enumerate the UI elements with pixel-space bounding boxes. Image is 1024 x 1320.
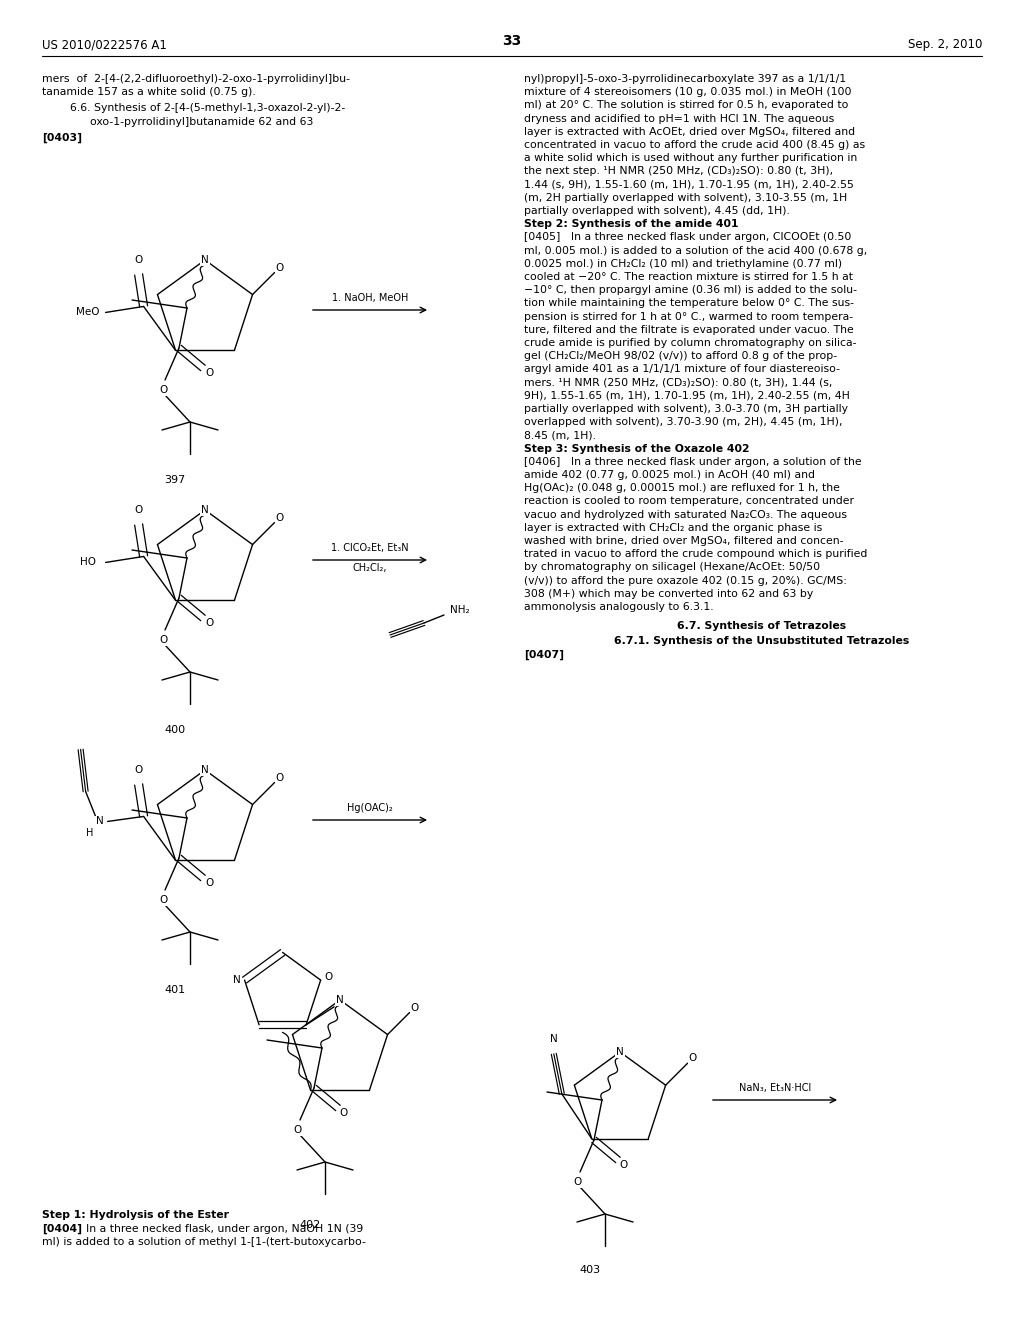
- Text: trated in vacuo to afford the crude compound which is purified: trated in vacuo to afford the crude comp…: [524, 549, 867, 560]
- Text: 397: 397: [165, 475, 185, 484]
- Text: N: N: [201, 766, 209, 775]
- Text: H: H: [86, 829, 93, 838]
- Text: NH₂: NH₂: [451, 605, 470, 615]
- Text: overlapped with solvent), 3.70-3.90 (m, 2H), 4.45 (m, 1H),: overlapped with solvent), 3.70-3.90 (m, …: [524, 417, 843, 428]
- Text: gel (CH₂Cl₂/MeOH 98/02 (v/v)) to afford 0.8 g of the prop-: gel (CH₂Cl₂/MeOH 98/02 (v/v)) to afford …: [524, 351, 838, 362]
- Text: nyl)propyl]-5-oxo-3-pyrrolidinecarboxylate 397 as a 1/1/1/1: nyl)propyl]-5-oxo-3-pyrrolidinecarboxyla…: [524, 74, 846, 84]
- Text: amide 402 (0.77 g, 0.0025 mol.) in AcOH (40 ml) and: amide 402 (0.77 g, 0.0025 mol.) in AcOH …: [524, 470, 815, 480]
- Text: N: N: [201, 255, 209, 265]
- Text: cooled at −20° C. The reaction mixture is stirred for 1.5 h at: cooled at −20° C. The reaction mixture i…: [524, 272, 853, 282]
- Text: O: O: [159, 635, 167, 645]
- Text: 402: 402: [299, 1220, 321, 1230]
- Text: argyl amide 401 as a 1/1/1/1 mixture of four diastereoiso-: argyl amide 401 as a 1/1/1/1 mixture of …: [524, 364, 840, 375]
- Text: tanamide 157 as a white solid (0.75 g).: tanamide 157 as a white solid (0.75 g).: [42, 87, 256, 98]
- Text: O: O: [688, 1053, 696, 1063]
- Text: tion while maintaining the temperature below 0° C. The sus-: tion while maintaining the temperature b…: [524, 298, 854, 309]
- Text: O: O: [159, 385, 167, 395]
- Text: O: O: [325, 972, 333, 982]
- Text: O: O: [134, 256, 142, 265]
- Text: [0404]: [0404]: [42, 1224, 82, 1234]
- Text: O: O: [340, 1107, 348, 1118]
- Text: oxo-1-pyrrolidinyl]butanamide 62 and 63: oxo-1-pyrrolidinyl]butanamide 62 and 63: [90, 116, 313, 127]
- Text: N: N: [550, 1034, 558, 1044]
- Text: layer is extracted with CH₂Cl₂ and the organic phase is: layer is extracted with CH₂Cl₂ and the o…: [524, 523, 822, 533]
- Text: N: N: [232, 975, 241, 985]
- Text: [0403]: [0403]: [42, 133, 82, 143]
- Text: 403: 403: [580, 1265, 600, 1275]
- Text: 33: 33: [503, 34, 521, 48]
- Text: HO: HO: [80, 557, 95, 568]
- Text: ammonolysis analogously to 6.3.1.: ammonolysis analogously to 6.3.1.: [524, 602, 714, 612]
- Text: ture, filtered and the filtrate is evaporated under vacuo. The: ture, filtered and the filtrate is evapo…: [524, 325, 854, 335]
- Text: Hg(OAC)₂: Hg(OAC)₂: [347, 803, 393, 813]
- Text: concentrated in vacuo to afford the crude acid 400 (8.45 g) as: concentrated in vacuo to afford the crud…: [524, 140, 865, 150]
- Text: 6.7. Synthesis of Tetrazoles: 6.7. Synthesis of Tetrazoles: [678, 622, 847, 631]
- Text: 400: 400: [165, 725, 185, 735]
- Text: vacuo and hydrolyzed with saturated Na₂CO₃. The aqueous: vacuo and hydrolyzed with saturated Na₂C…: [524, 510, 847, 520]
- Text: a white solid which is used without any further purification in: a white solid which is used without any …: [524, 153, 857, 164]
- Text: Hg(OAc)₂ (0.048 g, 0.00015 mol.) are refluxed for 1 h, the: Hg(OAc)₂ (0.048 g, 0.00015 mol.) are ref…: [524, 483, 840, 494]
- Text: O: O: [275, 772, 284, 783]
- Text: 1.44 (s, 9H), 1.55-1.60 (m, 1H), 1.70-1.95 (m, 1H), 2.40-2.55: 1.44 (s, 9H), 1.55-1.60 (m, 1H), 1.70-1.…: [524, 180, 854, 190]
- Text: O: O: [134, 766, 142, 775]
- Text: pension is stirred for 1 h at 0° C., warmed to room tempera-: pension is stirred for 1 h at 0° C., war…: [524, 312, 853, 322]
- Text: O: O: [159, 895, 167, 906]
- Text: 9H), 1.55-1.65 (m, 1H), 1.70-1.95 (m, 1H), 2.40-2.55 (m, 4H: 9H), 1.55-1.65 (m, 1H), 1.70-1.95 (m, 1H…: [524, 391, 850, 401]
- Text: O: O: [134, 506, 142, 515]
- Text: O: O: [294, 1125, 302, 1135]
- Text: O: O: [620, 1160, 628, 1170]
- Text: dryness and acidified to pH=1 with HCl 1N. The aqueous: dryness and acidified to pH=1 with HCl 1…: [524, 114, 835, 124]
- Text: [0406]   In a three necked flask under argon, a solution of the: [0406] In a three necked flask under arg…: [524, 457, 861, 467]
- Text: N: N: [616, 1047, 624, 1057]
- Text: NaN₃, Et₃N·HCl: NaN₃, Et₃N·HCl: [739, 1082, 811, 1093]
- Text: 0.0025 mol.) in CH₂Cl₂ (10 ml) and triethylamine (0.77 ml): 0.0025 mol.) in CH₂Cl₂ (10 ml) and triet…: [524, 259, 842, 269]
- Text: O: O: [275, 512, 284, 523]
- Text: N: N: [336, 995, 344, 1005]
- Text: N: N: [201, 506, 209, 515]
- Text: 308 (M+) which may be converted into 62 and 63 by: 308 (M+) which may be converted into 62 …: [524, 589, 813, 599]
- Text: mixture of 4 stereoisomers (10 g, 0.035 mol.) in MeOH (100: mixture of 4 stereoisomers (10 g, 0.035 …: [524, 87, 852, 98]
- Text: −10° C, then propargyl amine (0.36 ml) is added to the solu-: −10° C, then propargyl amine (0.36 ml) i…: [524, 285, 857, 296]
- Text: O: O: [205, 618, 213, 628]
- Text: 401: 401: [165, 985, 185, 995]
- Text: US 2010/0222576 A1: US 2010/0222576 A1: [42, 38, 167, 51]
- Text: mers  of  2-[4-(2,2-difluoroethyl)-2-oxo-1-pyrrolidinyl]bu-: mers of 2-[4-(2,2-difluoroethyl)-2-oxo-1…: [42, 74, 350, 84]
- Text: partially overlapped with solvent), 4.45 (dd, 1H).: partially overlapped with solvent), 4.45…: [524, 206, 790, 216]
- Text: mers. ¹H NMR (250 MHz, (CD₃)₂SO): 0.80 (t, 3H), 1.44 (s,: mers. ¹H NMR (250 MHz, (CD₃)₂SO): 0.80 (…: [524, 378, 833, 388]
- Text: N: N: [95, 817, 103, 826]
- Text: O: O: [205, 368, 213, 378]
- Text: ml) is added to a solution of methyl 1-[1-(tert-butoxycarbo-: ml) is added to a solution of methyl 1-[…: [42, 1237, 366, 1247]
- Text: MeO: MeO: [76, 308, 99, 317]
- Text: Step 3: Synthesis of the Oxazole 402: Step 3: Synthesis of the Oxazole 402: [524, 444, 750, 454]
- Text: O: O: [275, 263, 284, 272]
- Text: ml, 0.005 mol.) is added to a solution of the acid 400 (0.678 g,: ml, 0.005 mol.) is added to a solution o…: [524, 246, 867, 256]
- Text: O: O: [411, 1003, 419, 1012]
- Text: CH₂Cl₂,: CH₂Cl₂,: [352, 564, 387, 573]
- Text: ml) at 20° C. The solution is stirred for 0.5 h, evaporated to: ml) at 20° C. The solution is stirred fo…: [524, 100, 848, 111]
- Text: crude amide is purified by column chromatography on silica-: crude amide is purified by column chroma…: [524, 338, 856, 348]
- Text: 6.6. Synthesis of 2-[4-(5-methyl-1,3-oxazol-2-yl)-2-: 6.6. Synthesis of 2-[4-(5-methyl-1,3-oxa…: [70, 103, 345, 114]
- Text: Step 1: Hydrolysis of the Ester: Step 1: Hydrolysis of the Ester: [42, 1210, 229, 1220]
- Text: O: O: [205, 878, 213, 888]
- Text: the next step. ¹H NMR (250 MHz, (CD₃)₂SO): 0.80 (t, 3H),: the next step. ¹H NMR (250 MHz, (CD₃)₂SO…: [524, 166, 834, 177]
- Text: [0407]: [0407]: [524, 649, 564, 660]
- Text: O: O: [573, 1177, 582, 1187]
- Text: (m, 2H partially overlapped with solvent), 3.10-3.55 (m, 1H: (m, 2H partially overlapped with solvent…: [524, 193, 847, 203]
- Text: 1. NaOH, MeOH: 1. NaOH, MeOH: [332, 293, 409, 304]
- Text: 6.7.1. Synthesis of the Unsubstituted Tetrazoles: 6.7.1. Synthesis of the Unsubstituted Te…: [614, 636, 909, 647]
- Text: partially overlapped with solvent), 3.0-3.70 (m, 3H partially: partially overlapped with solvent), 3.0-…: [524, 404, 848, 414]
- Text: layer is extracted with AcOEt, dried over MgSO₄, filtered and: layer is extracted with AcOEt, dried ove…: [524, 127, 855, 137]
- Text: 1. ClCO₂Et, Et₃N: 1. ClCO₂Et, Et₃N: [331, 543, 409, 553]
- Text: 8.45 (m, 1H).: 8.45 (m, 1H).: [524, 430, 596, 441]
- Text: [0405]   In a three necked flask under argon, ClCOOEt (0.50: [0405] In a three necked flask under arg…: [524, 232, 851, 243]
- Text: Sep. 2, 2010: Sep. 2, 2010: [907, 38, 982, 51]
- Text: washed with brine, dried over MgSO₄, filtered and concen-: washed with brine, dried over MgSO₄, fil…: [524, 536, 844, 546]
- Text: In a three necked flask, under argon, NaOH 1N (39: In a three necked flask, under argon, Na…: [86, 1224, 364, 1234]
- Text: Step 2: Synthesis of the amide 401: Step 2: Synthesis of the amide 401: [524, 219, 738, 230]
- Text: by chromatography on silicagel (Hexane/AcOEt: 50/50: by chromatography on silicagel (Hexane/A…: [524, 562, 820, 573]
- Text: reaction is cooled to room temperature, concentrated under: reaction is cooled to room temperature, …: [524, 496, 854, 507]
- Text: (v/v)) to afford the pure oxazole 402 (0.15 g, 20%). GC/MS:: (v/v)) to afford the pure oxazole 402 (0…: [524, 576, 847, 586]
